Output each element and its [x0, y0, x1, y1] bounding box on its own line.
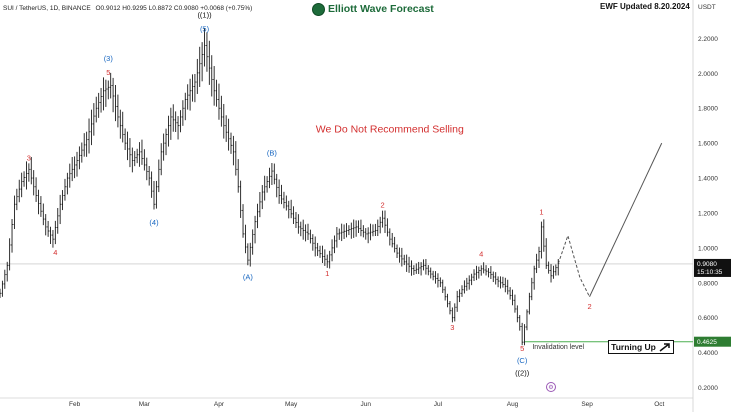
price-tick-label: 1.8000 [698, 106, 718, 113]
symbol-line: SUI / TetherUS, 1D, BINANCE [3, 5, 91, 12]
ohlc-values: O0.9012 H0.9295 L0.8872 C0.9080 +0.0068 … [95, 5, 253, 12]
symbol-header[interactable]: SUI / TetherUS, 1D, BINANCE O0.9012 H0.9… [3, 5, 252, 12]
brand-globe-icon [312, 2, 325, 16]
price-tick-label: 1.4000 [698, 176, 718, 183]
wave-label: (4) [149, 218, 159, 227]
price-tick-label: 1.6000 [698, 141, 718, 148]
wave-label: 5 [106, 68, 110, 77]
time-tick-label: Jul [434, 401, 443, 408]
price-tick-label: 1.0000 [698, 245, 718, 252]
time-tick-label: Feb [69, 401, 81, 408]
price-tick-label: 0.8000 [698, 280, 718, 287]
last-price-tag [694, 258, 731, 277]
last-price-value: 0.9080 [697, 261, 717, 268]
price-tick-label: 0.6000 [698, 315, 718, 322]
arrow-up-right-icon [659, 342, 670, 352]
price-tick-label: 0.2000 [698, 385, 718, 392]
wave-label: (5) [200, 24, 210, 33]
wave-label: 4 [479, 250, 483, 259]
candles [0, 27, 560, 346]
update-label: EWF Updated 8.20.2024 [600, 2, 690, 11]
wave-label: (3) [104, 54, 114, 63]
wave-labels: 3 4 (3) 5 (4) ((1)) (5) (B) (A) 1 2 3 4 1 5 (C) ((2)) 2 [27, 10, 592, 377]
wave-label: 2 [587, 302, 591, 311]
invalidation-label: Invalidation level [532, 344, 584, 351]
invalidation-price-tag [694, 336, 731, 347]
projection-solid [589, 142, 663, 297]
brand-name: Elliott Wave Forecast [328, 3, 434, 15]
turning-up-callout: Turning Up [608, 340, 674, 354]
currency-label[interactable]: USDT [698, 4, 716, 11]
price-tick-label: 0.4000 [698, 350, 718, 357]
wave-label: 2 [381, 201, 385, 210]
annotations: We Do Not Recommend Selling Invalidation … [316, 124, 585, 351]
invalidation-price-value: 0.4625 [697, 339, 717, 346]
wave-label: 5 [520, 344, 524, 353]
wave-label: (C) [517, 356, 528, 365]
wave-label: 1 [325, 269, 329, 278]
wave-label: (A) [243, 272, 254, 281]
time-axis[interactable]: Feb Mar Apr May Jun Jul Aug Sep Oct [69, 401, 665, 408]
time-tick-label: Jun [361, 401, 372, 408]
wave-label: 3 [450, 323, 454, 332]
wave-label: ((2)) [515, 368, 530, 377]
price-tick-label: 2.0000 [698, 71, 718, 78]
price-tick-label: 1.2000 [698, 210, 718, 217]
time-tick-label: Mar [139, 401, 151, 408]
projection-dashed [557, 233, 590, 297]
time-tick-label: May [285, 401, 298, 408]
time-tick-label: Oct [654, 401, 664, 408]
not-selling-note: We Do Not Recommend Selling [316, 124, 464, 136]
wave-label: ((1)) [197, 10, 212, 19]
wave-label: 1 [539, 208, 543, 217]
brand-logo-block: Elliott Wave Forecast [312, 2, 434, 16]
wave-label: (B) [267, 148, 278, 157]
turning-up-text: Turning Up [611, 342, 656, 352]
wave-label: 3 [27, 154, 31, 163]
time-tick-label: Apr [214, 401, 225, 408]
tradingview-icon[interactable]: ⚙ [546, 382, 556, 392]
time-tick-label: Sep [581, 401, 593, 408]
bar-countdown: 15:10:35 [697, 269, 723, 276]
price-tick-label: 2.2000 [698, 36, 718, 43]
projection-path [557, 142, 663, 297]
time-tick-label: Aug [507, 401, 519, 408]
wave-label: 4 [53, 248, 57, 257]
price-axis[interactable]: 0.2000 0.4000 0.6000 0.8000 1.0000 1.2000 1.40… [698, 36, 718, 392]
